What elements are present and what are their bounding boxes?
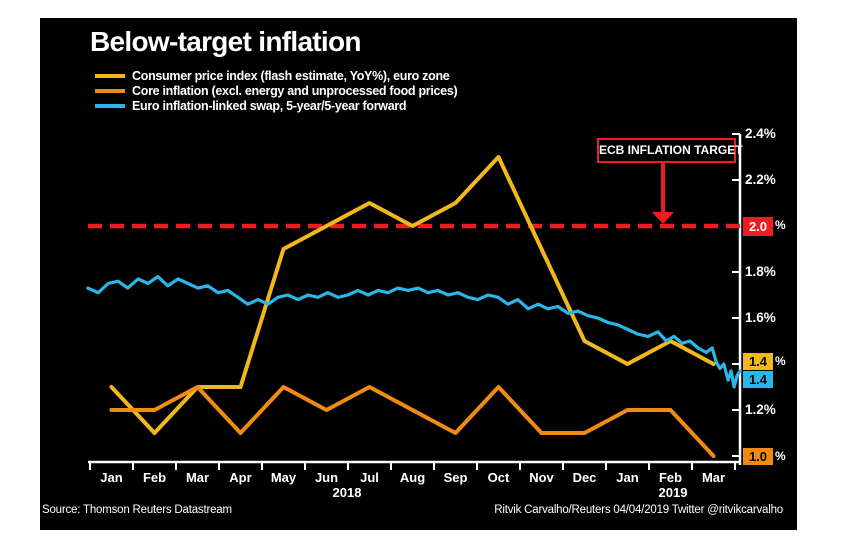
- y-axis-label-2-2: 2.2%: [745, 172, 776, 187]
- x-tick-label: Jul: [360, 470, 379, 485]
- x-tick-label: Dec: [572, 470, 597, 485]
- x-tick-label: Apr: [229, 470, 252, 485]
- y-axis-label-1-2: 1.2%: [745, 402, 776, 417]
- x-tick-label: Mar: [701, 470, 726, 485]
- core-line-swatch: [95, 88, 125, 93]
- y-axis-label-2-4: 2.4%: [745, 126, 776, 141]
- swap-end-value-box: 1.4: [743, 371, 773, 388]
- x-axis-month-labels: Jan Feb Mar Apr May Jun Jul Aug Sep Oct …: [90, 470, 735, 485]
- x-tick-label: Mar: [185, 470, 210, 485]
- chart-title: Below-target inflation: [90, 26, 362, 57]
- legend: Consumer price index (flash estimate, Yo…: [95, 68, 458, 113]
- x-tick-label: Aug: [399, 470, 426, 485]
- legend-label-swap: Euro inflation-linked swap, 5-year/5-yea…: [132, 98, 407, 113]
- x-tick-label: Oct: [487, 470, 510, 485]
- x-tick-label: Jun: [314, 470, 339, 485]
- chart-canvas: Below-target inflation Consumer price in…: [40, 18, 797, 530]
- x-tick-label: Sep: [443, 470, 468, 485]
- legend-item: Euro inflation-linked swap, 5-year/5-yea…: [95, 98, 457, 113]
- cpi-line-swatch: [95, 73, 125, 78]
- target-value-suffix: %: [775, 218, 786, 232]
- plot-area: [86, 133, 742, 470]
- x-tick-label: Nov: [529, 470, 554, 485]
- x-tick-label: Feb: [658, 470, 683, 485]
- y-axis-label-1-6: 1.6%: [745, 310, 776, 325]
- core-end-value-suffix: %: [775, 449, 786, 463]
- cpi-end-value-suffix: %: [775, 354, 786, 368]
- target-value-box: 2.0: [743, 217, 773, 236]
- x-tick-label: May: [270, 470, 297, 485]
- year-label-2018: 2018: [332, 485, 362, 500]
- legend-item: Consumer price index (flash estimate, Yo…: [95, 68, 457, 83]
- x-tick-label: Jan: [100, 470, 123, 485]
- legend-item: Core inflation (excl. energy and unproce…: [95, 83, 458, 98]
- core-end-value-box: 1.0: [743, 448, 773, 465]
- source-note: Source: Thomson Reuters Datastream: [42, 504, 232, 516]
- y-axis-label-1-8: 1.8%: [745, 264, 776, 279]
- year-label-2019: 2019: [658, 485, 688, 500]
- legend-label-core: Core inflation (excl. energy and unproce…: [132, 83, 458, 98]
- ecb-inflation-target-annotation: ECB INFLATION TARGET: [597, 138, 743, 163]
- swap-line-swatch: [95, 103, 125, 108]
- cpi-end-value-box: 1.4: [743, 353, 773, 370]
- legend-label-cpi: Consumer price index (flash estimate, Yo…: [132, 68, 450, 83]
- x-tick-label: Feb: [142, 470, 167, 485]
- credit-note: Ritvik Carvalho/Reuters 04/04/2019 Twitt…: [494, 504, 783, 516]
- x-tick-label: Jan: [616, 470, 639, 485]
